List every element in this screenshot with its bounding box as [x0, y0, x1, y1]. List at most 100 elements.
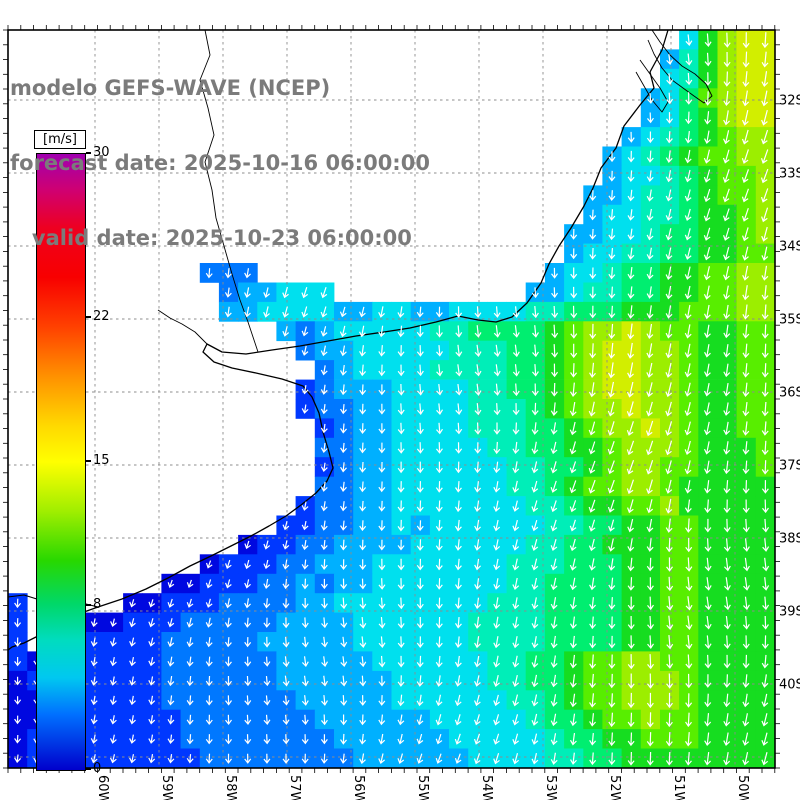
- direction-arrow: [646, 479, 653, 495]
- direction-arrow: [474, 383, 482, 396]
- direction-arrow: [550, 655, 558, 668]
- direction-arrow: [742, 499, 750, 514]
- direction-arrow: [589, 673, 597, 689]
- direction-arrow: [646, 208, 654, 221]
- direction-arrow: [589, 732, 597, 746]
- direction-arrow: [608, 247, 616, 260]
- direction-arrow: [684, 363, 692, 378]
- direction-arrow: [570, 228, 578, 240]
- direction-arrow: [455, 364, 463, 377]
- direction-arrow: [762, 615, 769, 630]
- direction-arrow: [512, 714, 520, 726]
- direction-arrow: [474, 519, 481, 532]
- direction-arrow: [14, 676, 22, 686]
- direction-arrow: [225, 734, 232, 745]
- direction-arrow: [531, 364, 539, 377]
- direction-arrow: [359, 597, 367, 610]
- direction-arrow: [474, 636, 481, 649]
- direction-arrow: [359, 733, 367, 745]
- direction-arrow: [167, 598, 175, 608]
- direction-arrow: [340, 520, 347, 531]
- direction-arrow: [378, 500, 386, 512]
- colorbar-tick-label: 15: [93, 453, 110, 468]
- direction-arrow: [704, 72, 712, 86]
- direction-arrow: [722, 188, 730, 203]
- direction-arrow: [704, 635, 712, 649]
- direction-arrow: [742, 635, 750, 649]
- colorbar-tick-label: 30: [93, 145, 110, 160]
- direction-arrow: [589, 247, 597, 260]
- direction-arrow: [359, 345, 366, 357]
- direction-arrow: [378, 695, 386, 706]
- direction-arrow: [512, 616, 520, 629]
- direction-arrow: [512, 539, 520, 551]
- direction-arrow: [474, 694, 481, 707]
- direction-arrow: [474, 616, 481, 629]
- direction-arrow: [569, 654, 577, 669]
- direction-arrow: [666, 615, 674, 630]
- direction-arrow: [607, 479, 615, 494]
- direction-arrow: [320, 442, 328, 454]
- direction-arrow: [703, 266, 711, 281]
- direction-arrow: [704, 518, 712, 533]
- direction-arrow: [723, 441, 731, 455]
- direction-arrow: [129, 715, 136, 725]
- direction-arrow: [167, 675, 175, 687]
- direction-arrow: [608, 323, 616, 340]
- direction-arrow: [665, 421, 673, 436]
- direction-arrow: [627, 615, 635, 630]
- colorbar-tick-mark: [86, 768, 91, 770]
- direction-arrow: [244, 540, 251, 550]
- direction-arrow: [742, 752, 750, 766]
- direction-arrow: [435, 597, 443, 610]
- direction-arrow: [742, 693, 750, 708]
- direction-arrow: [627, 247, 635, 260]
- direction-arrow: [760, 168, 769, 184]
- direction-arrow: [703, 149, 711, 164]
- direction-arrow: [685, 654, 693, 669]
- direction-arrow: [435, 519, 443, 532]
- direction-arrow: [454, 597, 462, 610]
- direction-arrow: [263, 617, 271, 628]
- direction-arrow: [550, 422, 558, 435]
- direction-arrow: [550, 694, 558, 707]
- direction-arrow: [665, 208, 673, 221]
- direction-arrow: [723, 90, 731, 107]
- direction-arrow: [378, 481, 386, 493]
- direction-arrow: [588, 538, 596, 552]
- direction-arrow: [684, 228, 692, 241]
- direction-arrow: [340, 617, 348, 629]
- direction-arrow: [550, 461, 558, 474]
- direction-arrow: [704, 460, 711, 475]
- direction-arrow: [646, 170, 654, 182]
- direction-arrow: [186, 734, 194, 745]
- direction-arrow: [359, 461, 367, 473]
- direction-arrow: [627, 654, 635, 670]
- direction-arrow: [340, 539, 347, 551]
- direction-arrow: [761, 246, 769, 261]
- direction-arrow: [512, 403, 520, 416]
- direction-arrow: [416, 364, 424, 377]
- direction-arrow: [742, 382, 750, 397]
- direction-arrow: [608, 693, 616, 708]
- direction-arrow: [493, 714, 500, 726]
- direction-arrow: [301, 617, 309, 629]
- direction-arrow: [685, 596, 693, 611]
- colorbar-tick-mark: [86, 316, 91, 319]
- direction-arrow: [320, 365, 328, 376]
- direction-arrow: [685, 673, 693, 689]
- direction-arrow: [627, 751, 635, 766]
- direction-arrow: [665, 266, 673, 280]
- longitude-label: 50W: [735, 775, 750, 800]
- direction-arrow: [167, 754, 175, 764]
- direction-arrow: [339, 364, 347, 376]
- direction-arrow: [129, 599, 136, 608]
- direction-arrow: [340, 578, 348, 590]
- direction-arrow: [378, 384, 386, 396]
- direction-arrow: [550, 500, 558, 513]
- direction-arrow: [742, 421, 750, 436]
- direction-arrow: [742, 51, 750, 68]
- direction-arrow: [550, 733, 558, 746]
- direction-arrow: [627, 732, 635, 747]
- direction-arrow: [512, 597, 520, 610]
